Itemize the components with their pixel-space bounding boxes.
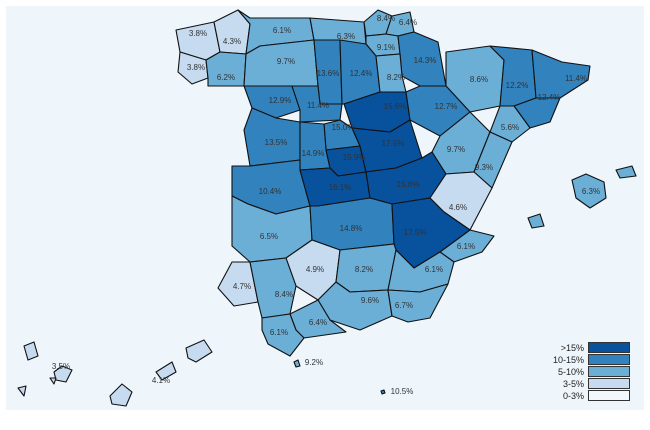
legend-label: 10-15%	[552, 354, 584, 365]
region-label: 4.7%	[233, 282, 251, 291]
province-region[interactable]	[217, 261, 259, 307]
region-label: 15.6%	[384, 102, 407, 111]
region-label: 6.5%	[260, 232, 278, 241]
region-label: 9.2%	[305, 358, 323, 367]
province-region[interactable]	[261, 313, 305, 357]
region-label: 8.4%	[275, 290, 293, 299]
region-label: 17.5%	[382, 139, 405, 148]
region-label: 12.2%	[506, 81, 529, 90]
province-region[interactable]	[249, 257, 297, 319]
region-label: 12.7%	[435, 102, 458, 111]
legend-swatch	[588, 354, 630, 365]
province-region[interactable]	[489, 105, 531, 143]
region-label: 6.4%	[399, 18, 417, 27]
region-label: 8.2%	[387, 73, 405, 82]
region-label: 12.9%	[269, 96, 292, 105]
region-label: 17.5%	[404, 228, 427, 237]
legend-swatch	[588, 342, 630, 353]
region-label: 10.5%	[391, 387, 414, 396]
region-label: 6.1%	[270, 328, 288, 337]
province-region[interactable]	[527, 165, 637, 229]
region-label: 4.6%	[449, 203, 467, 212]
legend-swatch	[588, 390, 630, 401]
region-label: 11.4%	[565, 74, 587, 83]
province-region[interactable]	[243, 107, 301, 167]
region-label: 14.9%	[302, 149, 325, 158]
region-label: 9.6%	[361, 296, 379, 305]
region-label: 11.4%	[307, 101, 329, 110]
region-label: 9.3%	[475, 163, 493, 172]
province-region[interactable]	[291, 85, 343, 123]
region-label: 4.1%	[152, 376, 170, 385]
legend-swatch	[588, 378, 630, 389]
region-label: 3.8%	[187, 63, 205, 72]
region-label: 6.1%	[457, 242, 475, 251]
legend-label: 3-5%	[562, 378, 584, 389]
region-label: 6.3%	[337, 32, 355, 41]
legend-item-3-5: 3-5%	[548, 377, 630, 390]
province-region[interactable]	[380, 389, 386, 395]
region-label: 15.0%	[332, 123, 355, 132]
region-label: 4.3%	[223, 37, 241, 46]
region-label: 13.5%	[265, 138, 288, 147]
legend-item-10-15: 10-15%	[548, 353, 630, 366]
region-label: 8.2%	[355, 265, 373, 274]
legend-swatch	[588, 366, 630, 377]
region-label: 14.3%	[414, 56, 437, 65]
region-label: 8.4%	[377, 14, 395, 23]
region-label: 9.1%	[377, 43, 395, 52]
province-region[interactable]	[397, 31, 447, 87]
region-label: 6.1%	[273, 26, 291, 35]
region-label: 10.4%	[259, 187, 282, 196]
legend-item-gt15: >15%	[548, 341, 630, 354]
region-label: 9.7%	[447, 145, 465, 154]
legend-label: 0-3%	[562, 390, 584, 401]
region-label: 5.6%	[501, 123, 519, 132]
province-region[interactable]	[375, 53, 407, 93]
province-region[interactable]	[17, 341, 73, 397]
region-label: 13.6%	[317, 69, 340, 78]
region-label: 6.3%	[582, 187, 600, 196]
region-label: 12.4%	[350, 69, 373, 78]
province-region[interactable]	[109, 339, 213, 407]
region-label: 14.8%	[340, 224, 363, 233]
province-region[interactable]	[177, 51, 209, 85]
region-label: 15.6%	[397, 180, 420, 189]
region-label: 15.9%	[343, 153, 366, 162]
legend-label: 5-10%	[557, 366, 584, 377]
region-label: 6.2%	[217, 73, 235, 82]
region-label: 6.1%	[425, 265, 443, 274]
region-label: 4.9%	[306, 265, 324, 274]
province-region[interactable]	[439, 229, 495, 263]
legend-label: >15%	[560, 342, 584, 353]
region-label: 8.6%	[470, 75, 488, 84]
province-region[interactable]	[387, 283, 449, 323]
legend-item-5-10: 5-10%	[548, 365, 630, 378]
region-label: 9.7%	[277, 57, 295, 66]
region-label: 3.5%	[52, 362, 70, 371]
region-label: 12.4%	[538, 93, 561, 102]
region-label: 6.7%	[395, 301, 413, 310]
region-label: 16.1%	[329, 183, 352, 192]
legend-item-0-3: 0-3%	[548, 389, 630, 402]
region-label: 6.4%	[309, 318, 327, 327]
province-region[interactable]	[293, 359, 301, 368]
region-label: 3.8%	[189, 29, 207, 38]
